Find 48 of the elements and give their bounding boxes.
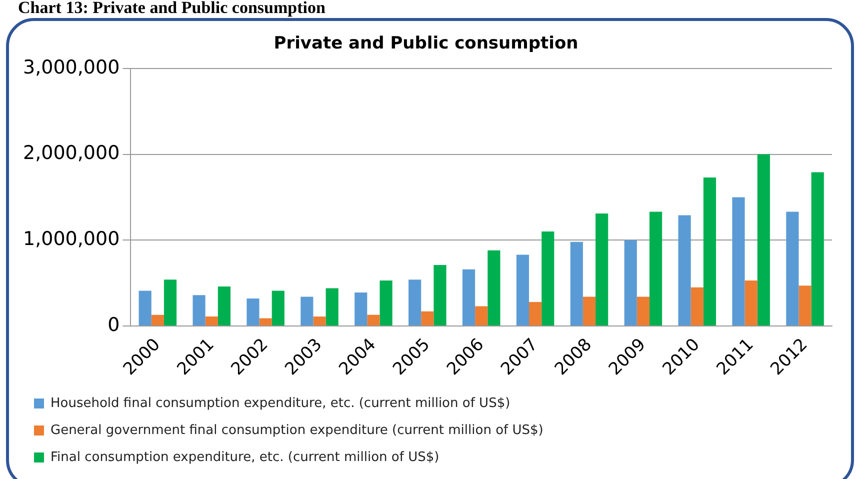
legend-label: General government final consumption expenditure (current million of US$) [50,422,544,438]
legend-label: Final consumption expenditure, etc. (current million of US$) [50,450,440,465]
y-tick-label: 2,000,000 [22,142,120,164]
bar [703,177,716,326]
bar [354,292,368,326]
bar [475,306,488,326]
bar [313,316,326,326]
bar [488,250,500,326]
bar [678,215,691,326]
bar [164,280,177,326]
legend-label: Household final consumption expenditure, etc. (current million of US$) [50,396,510,411]
y-tick-label: 1,000,000 [22,228,120,250]
bar [272,290,284,326]
chart-title: Private and Public consumption [274,34,578,54]
bar [649,212,662,326]
bar [151,314,164,326]
bar [218,286,230,326]
bar [596,214,608,326]
bar [798,286,812,326]
bar [542,232,554,326]
y-tick-label: 3,000,000 [22,56,120,78]
bar [192,295,206,326]
bar [421,311,434,326]
bar [529,302,542,326]
bar [744,280,758,326]
bar [380,280,392,326]
bar [408,280,422,326]
bar [786,212,799,326]
y-tick-label: 0 [108,314,120,336]
bar [434,265,446,326]
bar [690,287,704,326]
bar [462,269,476,326]
bar [367,314,380,326]
bar [757,154,770,326]
bar [582,296,596,326]
bar [516,254,529,326]
bar [636,296,650,326]
bar [300,296,314,326]
bar [259,318,272,326]
bar [246,298,260,326]
bar [138,290,152,326]
bar [326,288,338,326]
caption: Chart 13: Private and Public consumption [18,0,326,18]
bar [205,316,218,326]
bar [811,172,824,326]
bar [570,242,583,326]
bar [732,197,745,326]
bar [624,240,637,326]
